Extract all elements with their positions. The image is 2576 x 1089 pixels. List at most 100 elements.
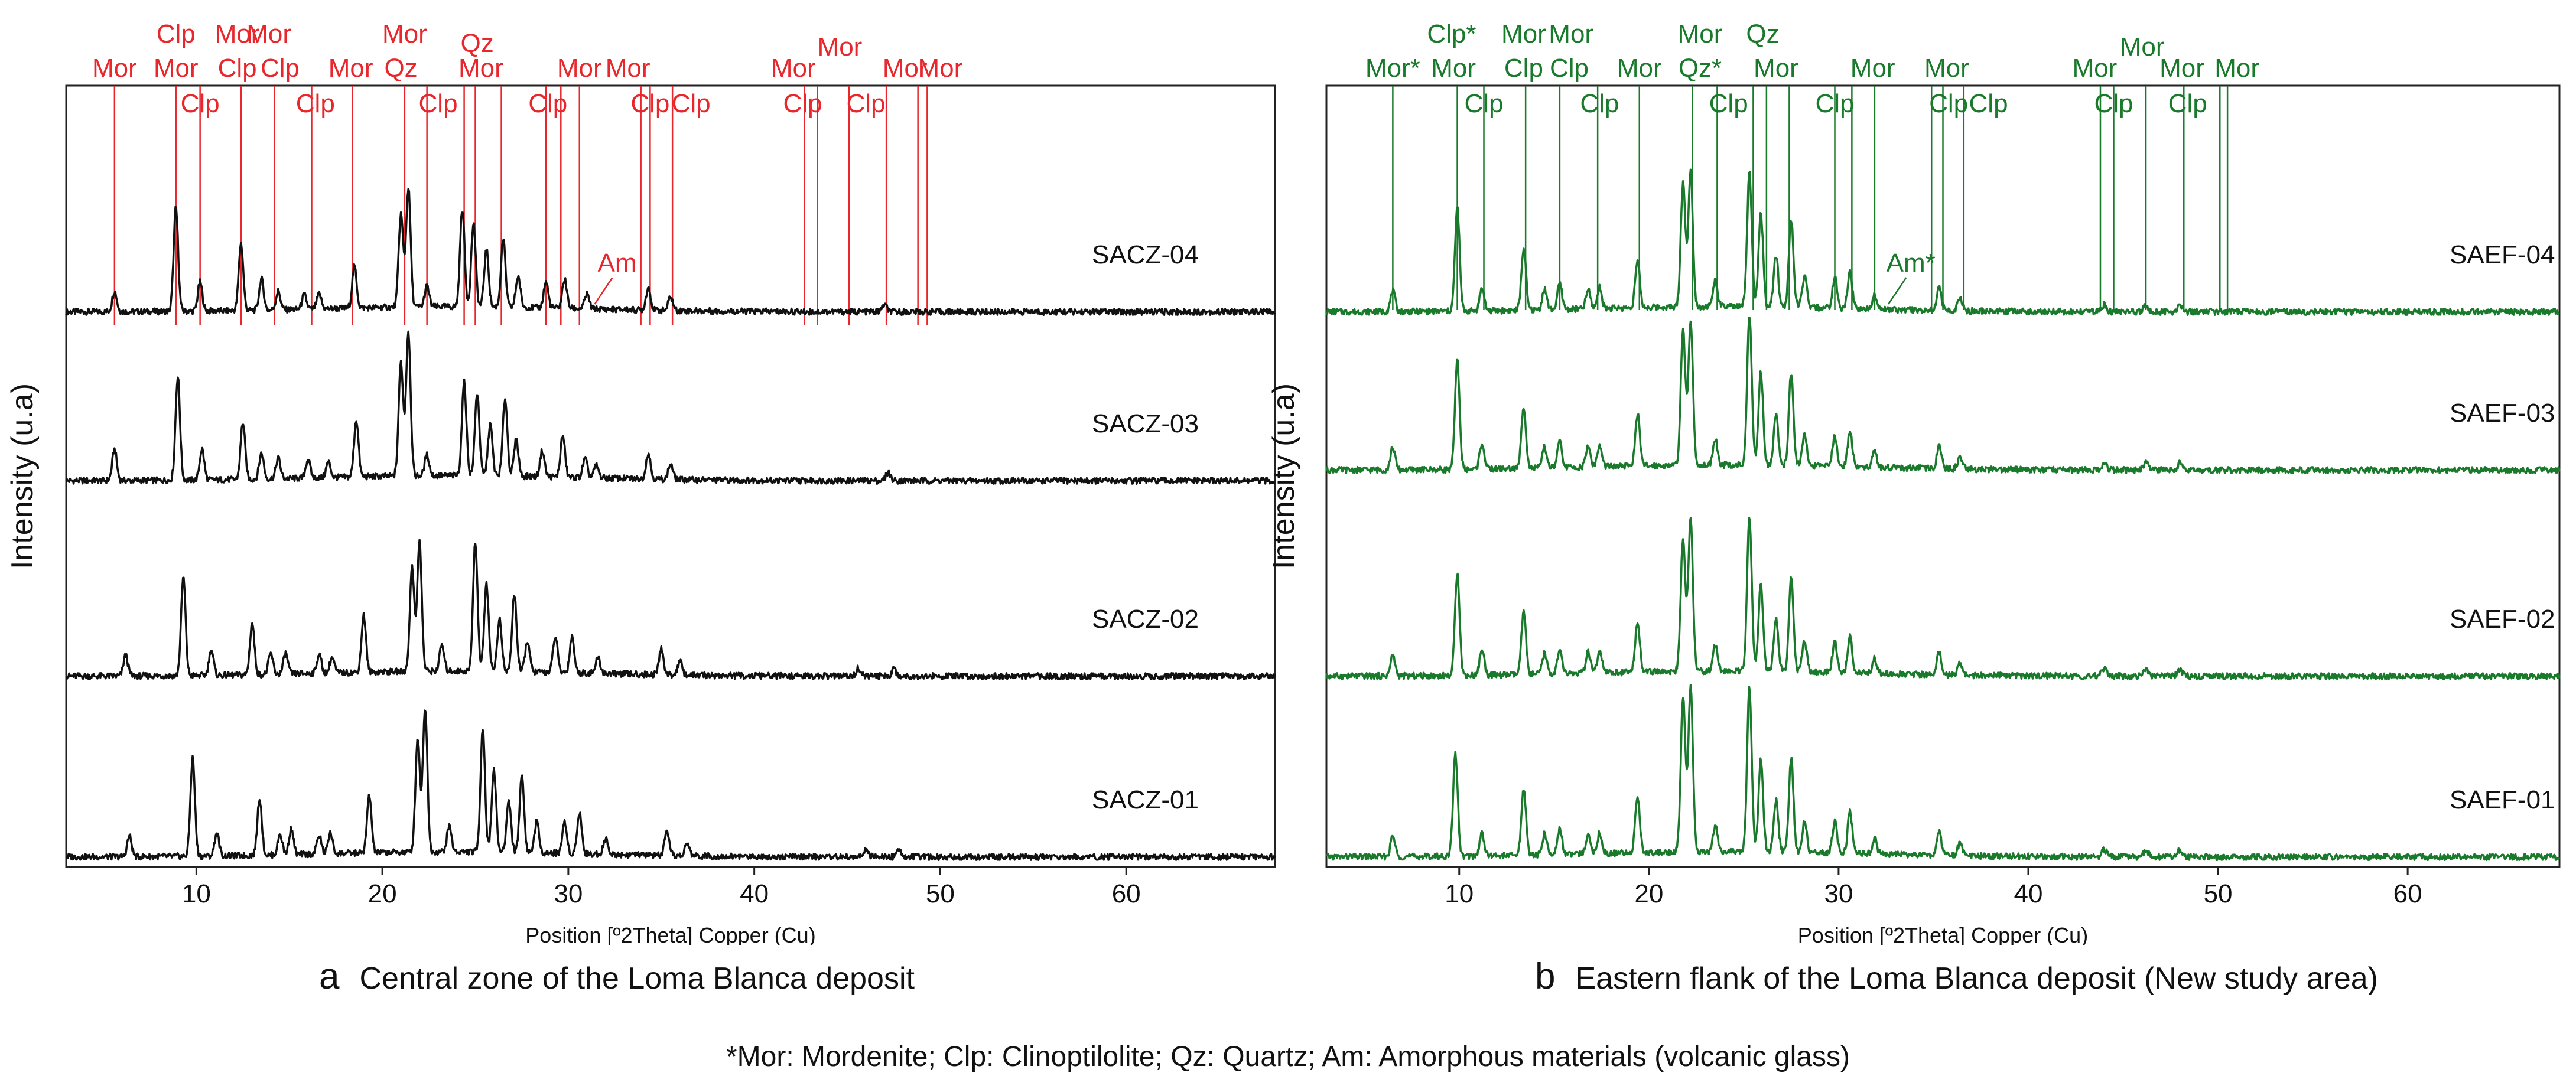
annotation-arrow-a	[594, 277, 613, 305]
x-axis-label-a: Position [º2Theta] Copper (Cu)	[525, 923, 815, 945]
peak-label-a-1: Mor	[92, 54, 137, 83]
peak-label-b-19: Clp	[1969, 89, 2008, 118]
trace-sacz-02	[66, 539, 1276, 680]
x-tick-label-a-3: 40	[740, 879, 769, 908]
peak-label-a-16: Mor	[557, 54, 602, 83]
peak-label-b-20: Mor	[2072, 54, 2117, 83]
peak-label-b-11: Qz*	[1679, 54, 1722, 83]
x-tick-label-b-2: 30	[1824, 879, 1853, 908]
y-axis-label-a: Intensity (u.a)	[5, 383, 40, 569]
footnote: *Mor: Mordenite; Clp: Clinoptilolite; Qz…	[726, 1041, 1850, 1072]
peak-label-a-0: Clp	[157, 19, 196, 48]
peak-label-a-7: Clp	[261, 54, 300, 83]
x-tick-label-b-0: 10	[1445, 879, 1474, 908]
peak-label-a-13: Qz	[461, 29, 494, 58]
caption-a: a Central zone of the Loma Blanca deposit	[319, 956, 915, 997]
x-tick-label-a-2: 30	[554, 879, 583, 908]
peak-label-b-4: Mor	[1501, 19, 1546, 48]
trace-sacz-01	[65, 709, 1276, 861]
x-tick-label-b-5: 60	[2393, 879, 2422, 908]
peak-label-b-10: Mor	[1678, 19, 1723, 48]
trace-sacz-04	[65, 188, 1276, 316]
caption-b-letter: b	[1535, 956, 1556, 997]
annotation-am-b: Am*	[1887, 249, 1936, 278]
peak-label-a-3: Clp	[181, 89, 220, 118]
peak-label-a-17: Mor	[606, 54, 650, 83]
peak-label-b-12: Clp	[1709, 89, 1748, 118]
peak-label-b-22: Clp	[2094, 89, 2133, 118]
x-tick-label-a-0: 10	[182, 879, 211, 908]
y-axis-label-b: Intensity (u.a)	[1267, 383, 1301, 569]
peak-label-b-23: Mor	[2159, 54, 2204, 83]
series-label-saef-03: SAEF-03	[2450, 399, 2555, 428]
peak-label-b-15: Clp	[1815, 89, 1854, 118]
peak-label-a-8: Clp	[296, 89, 335, 118]
trace-saef-02	[1325, 516, 2561, 680]
peak-label-a-25: Mor	[918, 54, 963, 83]
peak-label-a-6: Clp	[218, 54, 257, 83]
caption-b-text: Eastern flank of the Loma Blanca deposit…	[1575, 961, 2378, 996]
trace-saef-01	[1326, 684, 2561, 861]
x-axis-label-b: Position [º2Theta] Copper (Cu)	[1798, 923, 2088, 945]
peak-label-b-21: Mor	[2120, 32, 2165, 61]
caption-a-text: Central zone of the Loma Blanca deposit	[359, 961, 915, 996]
annotation-arrow-b	[1888, 277, 1907, 305]
peak-label-a-15: Clp	[528, 89, 567, 118]
peak-label-a-14: Mor	[458, 54, 503, 83]
caption-b: b Eastern flank of the Loma Blanca deposi…	[1535, 956, 2378, 997]
peak-label-a-9: Mor	[328, 54, 373, 83]
x-tick-label-b-4: 50	[2204, 879, 2233, 908]
peak-label-b-7: Clp	[1550, 54, 1589, 83]
series-label-sacz-03: SACZ-03	[1092, 409, 1199, 438]
series-label-sacz-02: SACZ-02	[1092, 605, 1199, 634]
x-tick-label-a-4: 50	[926, 879, 955, 908]
peak-label-b-13: Qz	[1746, 19, 1779, 48]
x-tick-label-a-1: 20	[368, 879, 397, 908]
trace-saef-03	[1325, 316, 2561, 474]
peak-label-a-2: Mor	[154, 54, 199, 83]
peak-label-b-0: Clp*	[1427, 19, 1476, 48]
peak-label-b-17: Mor	[1924, 54, 1969, 83]
series-label-sacz-04: SACZ-04	[1092, 240, 1199, 269]
x-tick-label-b-3: 40	[2014, 879, 2043, 908]
series-label-saef-02: SAEF-02	[2450, 605, 2555, 634]
peak-label-a-12: Clp	[419, 89, 458, 118]
peak-label-b-2: Mor	[1431, 54, 1476, 83]
peak-label-b-9: Mor	[1617, 54, 1662, 83]
peak-label-a-21: Mor	[771, 54, 816, 83]
peak-label-b-6: Clp	[1504, 54, 1543, 83]
x-tick-label-a-5: 60	[1112, 879, 1141, 908]
series-label-sacz-01: SACZ-01	[1092, 785, 1199, 814]
peak-label-a-22: Clp	[783, 89, 822, 118]
caption-a-letter: a	[319, 956, 340, 997]
trace-sacz-03	[65, 330, 1276, 485]
peak-label-a-4: Mor	[215, 19, 260, 48]
peak-label-a-19: Clp	[672, 89, 711, 118]
peak-label-a-11: Qz	[384, 54, 417, 83]
x-tick-label-b-1: 20	[1634, 879, 1663, 908]
peak-label-b-25: Mor	[2214, 54, 2259, 83]
peak-label-a-24: Mor	[883, 54, 928, 83]
peak-label-a-18: Clp	[630, 89, 669, 118]
peak-label-a-23: Clp	[846, 89, 885, 118]
peak-label-b-14: Mor	[1754, 54, 1798, 83]
peak-label-a-5: Mor	[246, 19, 291, 48]
peak-label-b-1: Mor*	[1365, 54, 1420, 83]
peak-label-b-24: Clp	[2168, 89, 2207, 118]
peak-label-b-18: Clp	[1929, 89, 1968, 118]
peak-label-a-20: Mor	[818, 32, 863, 61]
series-label-saef-04: SAEF-04	[2450, 240, 2555, 269]
peak-label-b-3: Clp	[1464, 89, 1503, 118]
peak-label-b-16: Mor	[1850, 54, 1895, 83]
peak-label-b-8: Clp	[1580, 89, 1619, 118]
peak-label-a-10: Mor	[382, 19, 427, 48]
annotation-am-a: Am	[598, 249, 637, 278]
plot-frame-a	[65, 84, 1276, 868]
series-label-saef-01: SAEF-01	[2450, 785, 2555, 814]
trace-saef-04	[1326, 168, 2561, 316]
peak-label-b-5: Mor	[1549, 19, 1593, 48]
